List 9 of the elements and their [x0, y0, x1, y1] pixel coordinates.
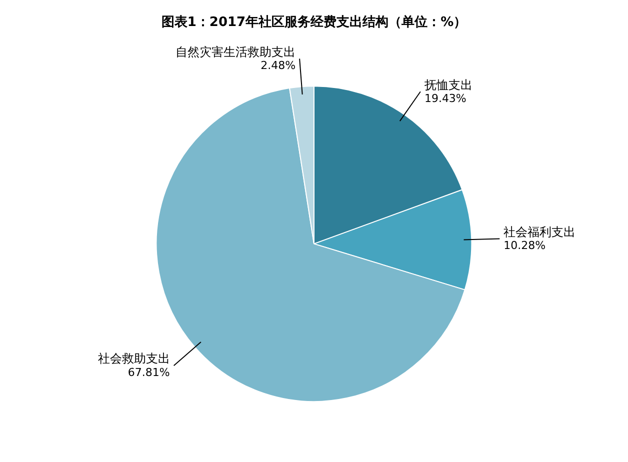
data-label: 19.43%: [424, 92, 466, 105]
slice-label: 社会救助支出: [98, 352, 170, 366]
slice-label: 自然灾害生活救助支出: [176, 44, 296, 59]
data-label: 2.48%: [260, 59, 296, 72]
slice-label: 社会福利支出: [504, 224, 576, 239]
slice-label: 抚恤支出: [423, 78, 472, 92]
chart-title: 图表1：2017年社区服务经费支出结构（单位：%）: [161, 14, 467, 30]
data-label: 67.81%: [128, 366, 170, 379]
data-label: 10.28%: [504, 239, 546, 252]
